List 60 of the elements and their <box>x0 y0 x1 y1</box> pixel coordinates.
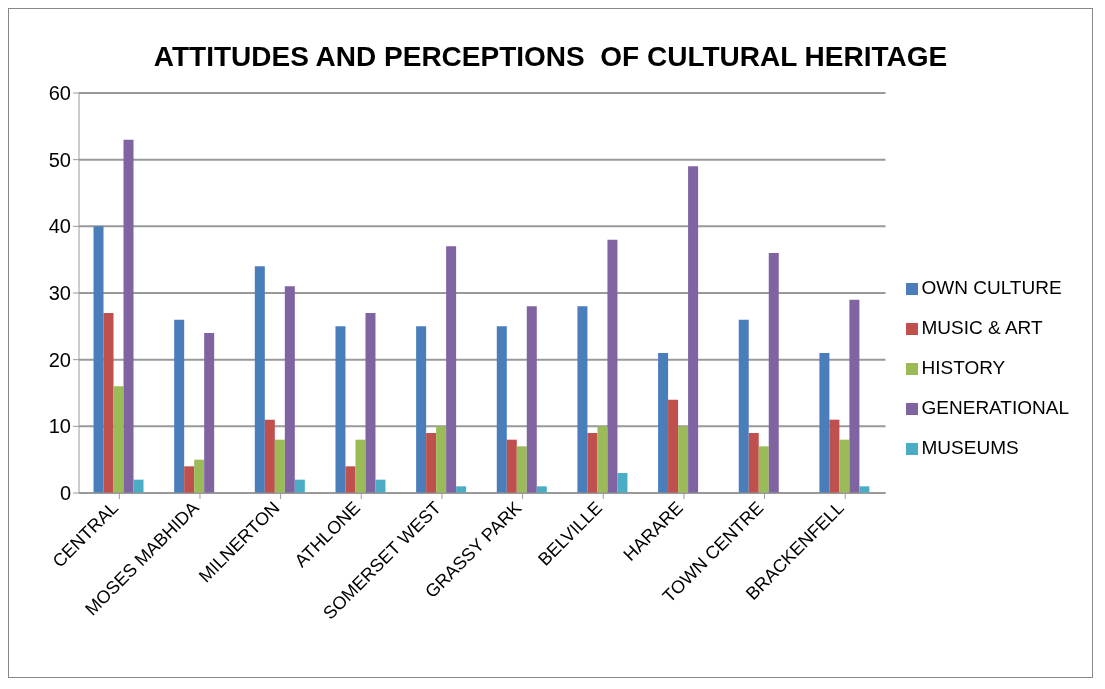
y-tick-label: 40 <box>48 215 71 238</box>
bar <box>375 479 386 493</box>
bar <box>446 246 457 493</box>
bar <box>678 426 689 493</box>
bar <box>506 439 517 493</box>
bar <box>254 266 265 493</box>
bar <box>335 326 346 493</box>
bar <box>688 166 699 493</box>
bar <box>768 253 779 493</box>
bar <box>294 479 305 493</box>
bar <box>577 306 588 493</box>
bar <box>668 399 679 493</box>
legend-label: MUSEUMS <box>921 437 1019 458</box>
bar <box>436 426 447 493</box>
y-tick-label: 0 <box>59 482 71 505</box>
bar <box>123 139 134 493</box>
bar <box>93 226 104 493</box>
bar <box>355 439 366 493</box>
bar <box>758 446 769 493</box>
y-tick-label: 10 <box>48 415 71 438</box>
bar <box>416 326 427 493</box>
bar <box>365 313 376 493</box>
bar <box>597 426 608 493</box>
bar <box>113 386 124 493</box>
bar <box>204 333 215 493</box>
bar <box>849 299 860 493</box>
bar <box>587 433 598 493</box>
bar <box>829 419 840 493</box>
bar <box>264 419 275 493</box>
bar <box>536 486 547 493</box>
legend-label: GENERATIONAL <box>921 397 1069 418</box>
bar <box>617 473 628 493</box>
legend-label: MUSIC & ART <box>921 317 1043 338</box>
bar <box>516 446 527 493</box>
bar <box>184 466 195 493</box>
bar <box>526 306 537 493</box>
bar <box>748 433 759 493</box>
legend-label: OWN CULTURE <box>921 277 1062 298</box>
y-tick-label: 60 <box>48 82 71 105</box>
y-tick-label: 20 <box>48 348 71 371</box>
bar <box>839 439 850 493</box>
bar <box>284 286 295 493</box>
bar <box>426 433 437 493</box>
y-tick-label: 50 <box>48 148 71 171</box>
bar <box>859 486 870 493</box>
bar <box>103 313 114 493</box>
bar <box>194 459 205 493</box>
bar <box>738 319 749 493</box>
y-tick-label: 30 <box>48 282 71 305</box>
bar <box>658 353 669 493</box>
bar <box>133 479 144 493</box>
bar <box>456 486 467 493</box>
bar <box>345 466 356 493</box>
bar <box>174 319 185 493</box>
bar <box>819 353 830 493</box>
bar <box>496 326 507 493</box>
bar <box>274 439 285 493</box>
legend-label: HISTORY <box>921 357 1006 378</box>
bar <box>607 239 618 493</box>
chart-title: ATTITUDES AND PERCEPTIONS OF CULTURAL HERITAGE <box>152 41 949 73</box>
